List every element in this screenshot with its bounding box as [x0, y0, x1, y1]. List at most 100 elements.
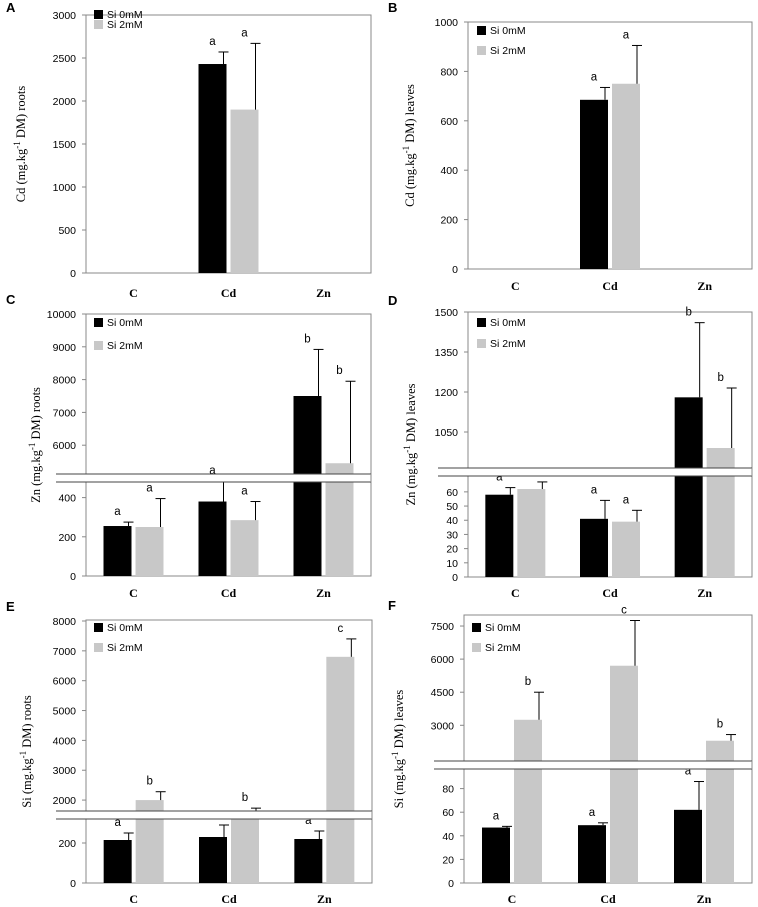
chart-panel-d: D 0 10 20 30 40 50 60 1050 1200 1350 1500 Zn (mg.kg-… [388, 293, 753, 600]
legend-swatch-si-0mm [94, 623, 103, 632]
y-tick-label: 7000 [53, 407, 77, 419]
y-axis-label-tail: DM) roots [14, 86, 28, 142]
bar-si-0mm [294, 839, 323, 883]
y-tick-label: 3000 [431, 720, 455, 732]
bar-si-0mm [485, 494, 514, 577]
bar-si-0mm [578, 825, 606, 883]
panel-label: D [388, 293, 397, 308]
legend-label: Si 2mM [107, 642, 143, 654]
legend-label: Si 0mM [107, 9, 143, 21]
chart-panel-a: A 0 500 1000 1500 2000 2500 3000 Cd (mg.kg-1 DM)… [6, 0, 372, 300]
axis-break-gap [56, 474, 371, 482]
y-tick-label: 0 [70, 878, 76, 890]
bar-si-0mm [198, 64, 227, 274]
y-tick-label: 6000 [53, 440, 77, 452]
bar-si-2mm [612, 521, 640, 577]
bar-si-0mm [580, 518, 608, 577]
bar-si-2mm [612, 83, 640, 269]
x-category-label: Cd [221, 286, 237, 300]
plot-area-frame [85, 14, 372, 274]
x-category-label: Cd [221, 586, 237, 600]
y-axis-label: Cd (mg.kg-1 DM) roots [12, 86, 28, 203]
x-category-label: Zn [697, 586, 712, 600]
y-tick-label: 10000 [47, 309, 76, 321]
chart-panel-b: B 0 200 400 600 800 1000 Cd (mg.kg-1 DM) leaves… [388, 0, 753, 293]
y-tick-label: 600 [440, 116, 458, 128]
significance-label: a [591, 71, 598, 83]
plot-area-frame [467, 21, 753, 270]
y-tick-label: 7000 [53, 646, 77, 658]
y-tick-label: 0 [448, 878, 454, 890]
significance-label: b [685, 307, 691, 319]
legend-label: Si 0mM [107, 317, 143, 329]
y-axis-label-tail: DM) roots [20, 695, 34, 751]
y-tick-label: 0 [70, 571, 76, 583]
significance-label: c [621, 605, 627, 617]
chart-panel-e: E 0 200 2000 3000 4000 5000 6000 7000 8000 Si (mg.… [6, 599, 373, 906]
y-axis-label-main: Si (mg.kg [20, 758, 34, 808]
y-tick-label: 3000 [53, 765, 77, 777]
y-axis-label-tail: DM) leaves [403, 84, 417, 146]
x-category-label: C [508, 892, 517, 906]
y-tick-label: 60 [442, 807, 454, 819]
significance-label: a [114, 506, 121, 518]
y-tick-label: 7500 [431, 621, 455, 633]
bar-si-2mm [706, 448, 735, 577]
legend-swatch-si-0mm [477, 26, 486, 35]
y-tick-label: 30 [446, 529, 458, 541]
significance-label: a [209, 465, 216, 477]
y-tick-label: 200 [58, 838, 76, 850]
y-tick-label: 50 [446, 501, 458, 513]
x-category-label: Cd [602, 279, 618, 293]
y-axis-label-superscript: -1 [390, 751, 400, 759]
legend-label: Si 2mM [107, 19, 143, 31]
significance-label: a [305, 815, 312, 827]
y-tick-label: 6000 [431, 654, 455, 666]
y-tick-label: 2500 [53, 53, 77, 65]
x-category-label: C [129, 586, 138, 600]
chart-panel-c: C 0 200 400 6000 7000 8000 9000 10000 Zn (mg.kg-1… [6, 292, 372, 600]
y-tick-label: 200 [58, 532, 76, 544]
bar-si-0mm [482, 827, 510, 883]
x-category-label: Zn [697, 892, 712, 906]
bar-si-2mm [326, 656, 355, 883]
y-tick-label: 4000 [53, 735, 77, 747]
significance-label: b [717, 719, 723, 731]
legend-swatch-si-2mm [477, 339, 486, 348]
y-tick-label: 3000 [53, 10, 77, 22]
y-tick-label: 10 [446, 558, 458, 570]
bar-si-2mm [517, 489, 546, 577]
y-axis-label-superscript: -1 [12, 141, 22, 149]
y-tick-label: 400 [440, 165, 458, 177]
legend-label: Si 0mM [107, 622, 143, 634]
y-axis-label-superscript: -1 [27, 443, 37, 451]
bar-si-2mm [135, 527, 164, 576]
bar-si-2mm [230, 109, 259, 273]
legend-swatch-si-0mm [472, 623, 481, 632]
bar-si-0mm [580, 99, 608, 270]
y-tick-label: 1200 [435, 387, 459, 399]
y-axis-label: Zn (mg.kg-1 DM) roots [27, 387, 43, 503]
y-tick-label: 8000 [53, 375, 77, 387]
y-tick-label: 0 [452, 572, 458, 584]
legend-label: Si 2mM [490, 45, 526, 57]
x-category-label: Cd [600, 892, 616, 906]
y-tick-label: 1500 [435, 307, 459, 319]
panel-label: A [6, 0, 16, 15]
legend-label: Si 0mM [490, 25, 526, 37]
y-tick-label: 8000 [53, 616, 77, 628]
y-tick-label: 5000 [53, 706, 77, 718]
significance-label: a [591, 484, 598, 496]
y-tick-label: 0 [70, 268, 76, 280]
x-category-label: C [129, 286, 138, 300]
y-tick-label: 20 [442, 854, 454, 866]
chart-panel-f: F 0 20 40 60 80 3000 4500 6000 7500 Si (mg.kg-1 DM… [388, 598, 753, 906]
legend-label: Si 2mM [107, 340, 143, 352]
panel-label: F [388, 598, 396, 613]
y-tick-label: 2000 [53, 96, 77, 108]
y-tick-label: 1050 [435, 427, 459, 439]
significance-label: a [209, 36, 216, 48]
legend-swatch-si-0mm [94, 10, 103, 19]
significance-label: b [525, 676, 531, 688]
x-category-label: Zn [316, 586, 331, 600]
